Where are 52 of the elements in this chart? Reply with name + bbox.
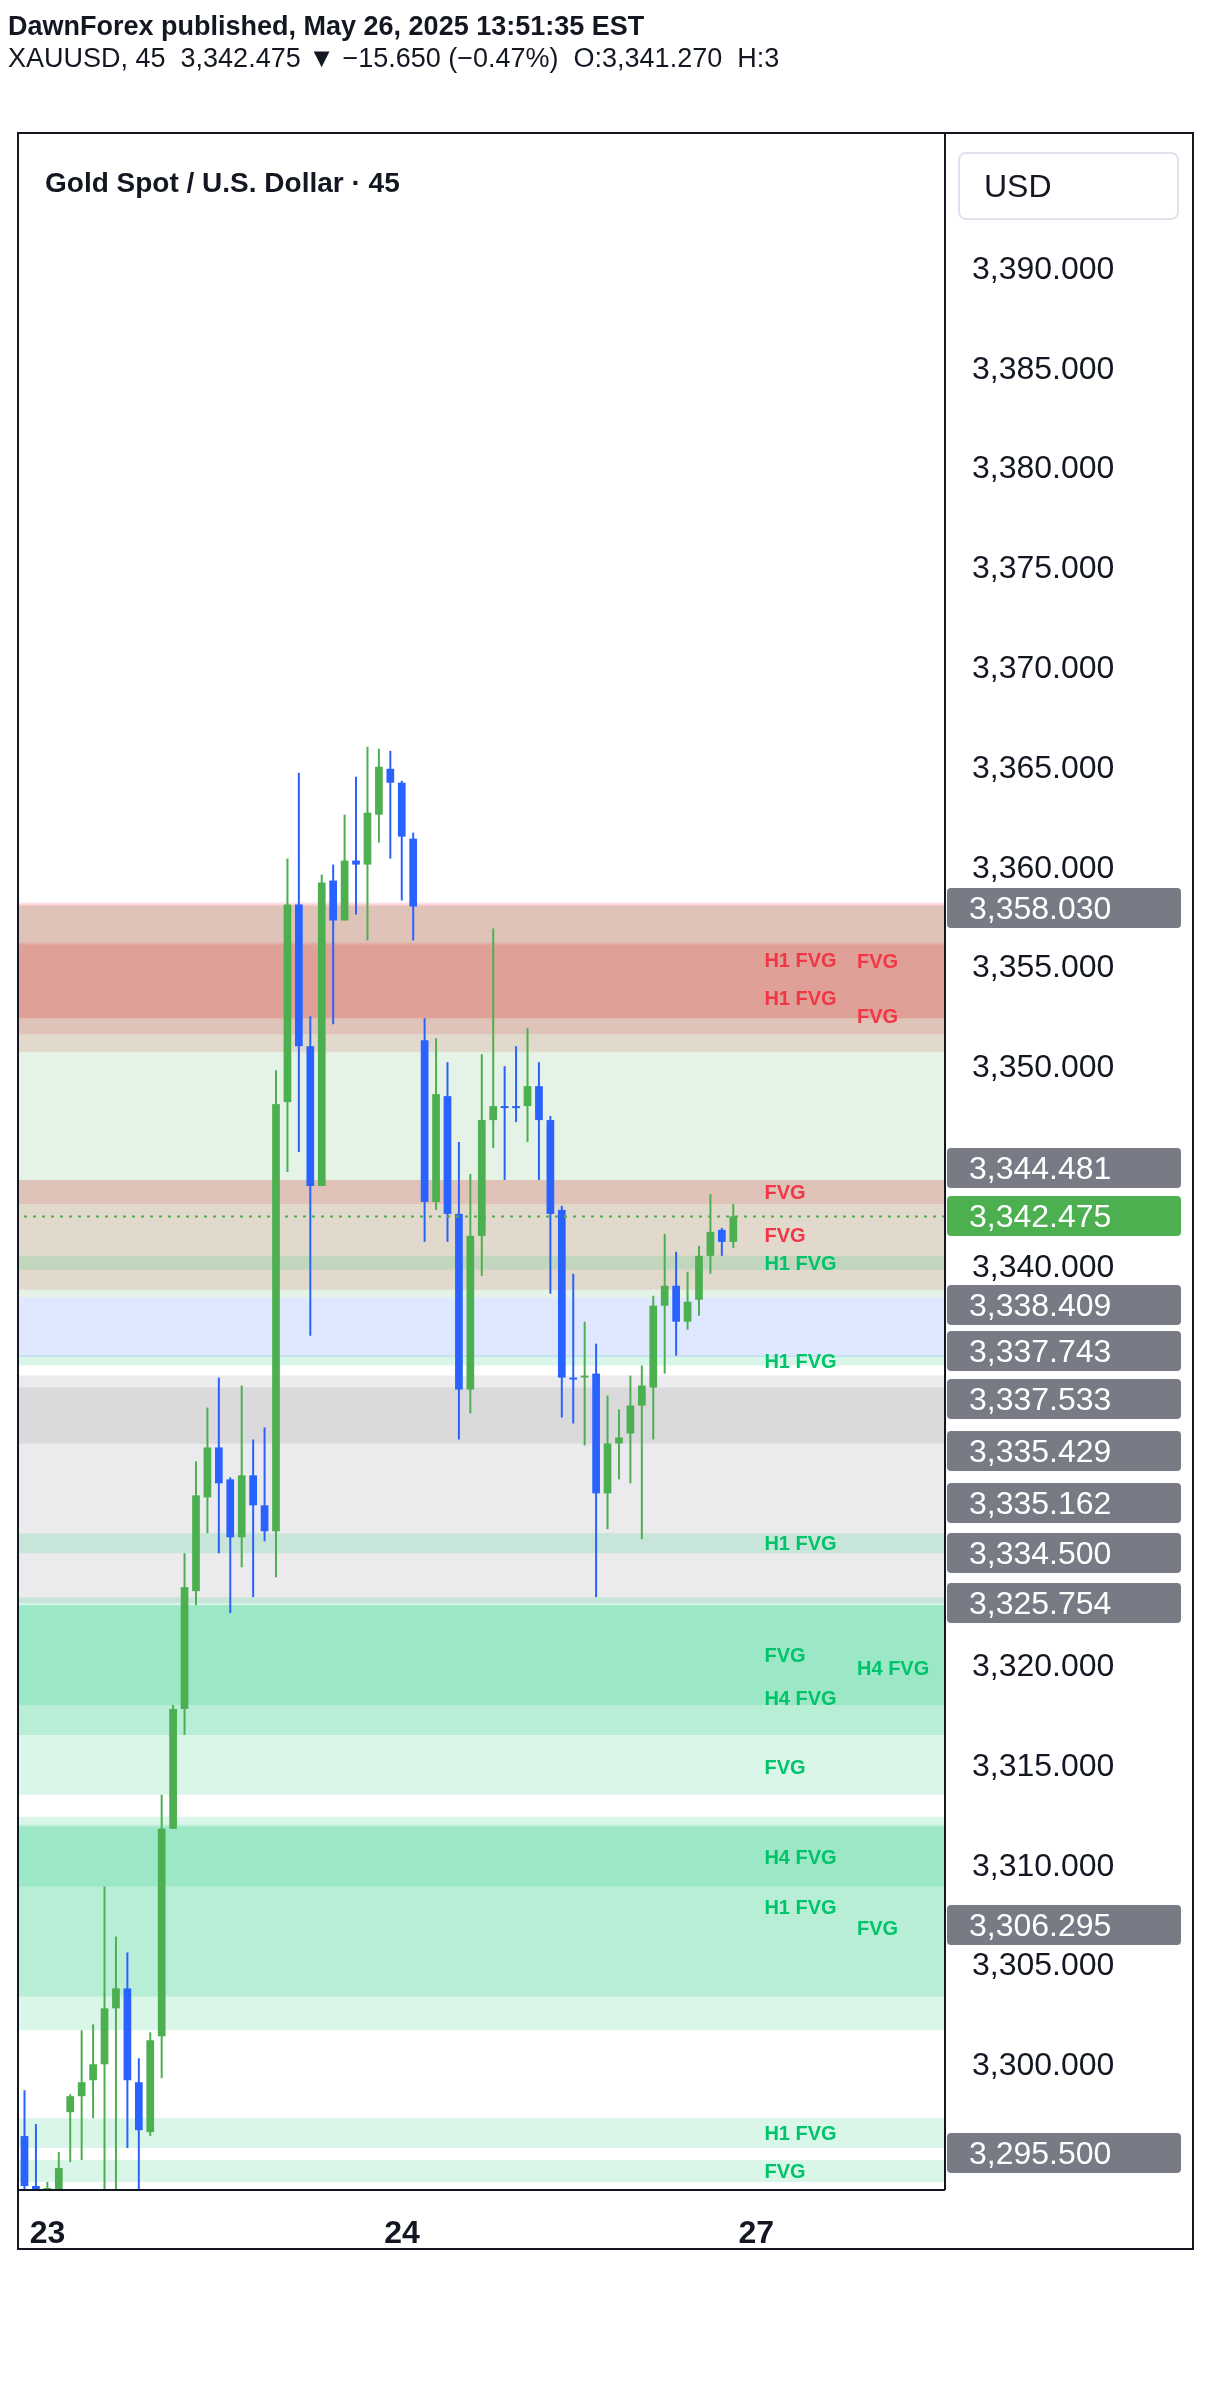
text: 3,337.533	[947, 1379, 1181, 1420]
text: XAUUSD, 45 3,342.475 ▼ −15.650 (−0.47%) O:3,341.270 H:3	[8, 42, 780, 75]
band-label: H1 FVG	[764, 986, 837, 1011]
band-label: FVG	[857, 1915, 899, 1940]
y-tick-label: 3,360.000	[972, 848, 1115, 885]
x-tick-label: 23	[29, 2214, 66, 2250]
y-tick-label: 3,365.000	[972, 748, 1115, 785]
y-tick-label: 3,305.000	[972, 1946, 1115, 1983]
band-label: H1 FVG	[764, 2121, 837, 2146]
band-label: FVG	[764, 1222, 806, 1247]
text: 3,338.409	[947, 1284, 1181, 1325]
chart-subtitle: DawnForex published, May 26, 2025 13:51:35 EST	[8, 10, 645, 43]
text: 3,325.754	[947, 1582, 1181, 1623]
text: 3,335.162	[947, 1482, 1181, 1523]
y-tick-label: 3,380.000	[972, 449, 1115, 486]
band-label: H4 FVG	[857, 1656, 930, 1680]
band-label: FVG	[764, 1179, 806, 1204]
y-tick-label: 3,310.000	[972, 1846, 1115, 1883]
text: Gold Spot / U.S. Dollar · 45	[45, 166, 400, 200]
band-label: H1 FVG	[764, 948, 837, 973]
y-tick-label: 3,370.000	[972, 648, 1115, 685]
y-axis-title: USD	[958, 152, 1179, 220]
y-tick-label: 3,340.000	[972, 1247, 1115, 1284]
band-label: H4 FVG	[764, 1686, 837, 1710]
band-label: FVG	[764, 1643, 806, 1668]
band-label: H1 FVG	[764, 1348, 837, 1373]
text: 3,295.500	[947, 2133, 1181, 2174]
text: 3,337.743	[947, 1330, 1181, 1371]
y-tick-label: 3,320.000	[972, 1647, 1115, 1684]
band-label: FVG	[857, 1004, 899, 1029]
band-label: H1 FVG	[764, 1250, 837, 1275]
band-label: H4 FVG	[764, 1844, 837, 1869]
text: 3,334.500	[947, 1532, 1181, 1573]
x-tick-label: 27	[738, 2214, 775, 2250]
text: 3,358.030	[947, 887, 1181, 928]
band-label: FVG	[764, 2159, 806, 2184]
ref-line-label: 3,342.475	[947, 1196, 1181, 1237]
text: 3,335.429	[947, 1430, 1181, 1471]
band-label: FVG	[857, 949, 899, 974]
text: 3,306.295	[947, 1905, 1181, 1946]
band-label: FVG	[764, 1754, 806, 1779]
x-tick-label: 24	[384, 2214, 420, 2250]
y-tick-label: 3,375.000	[972, 549, 1115, 586]
band-label: H1 FVG	[764, 1894, 837, 1919]
y-tick-label: 3,355.000	[972, 948, 1115, 985]
y-tick-label: 3,385.000	[972, 349, 1115, 386]
y-tick-label: 3,350.000	[972, 1048, 1115, 1085]
y-tick-label: 3,315.000	[972, 1746, 1115, 1783]
text: 3,344.481	[947, 1147, 1181, 1188]
y-tick-label: 3,390.000	[972, 249, 1115, 286]
y-tick-label: 3,300.000	[972, 2046, 1115, 2083]
band-label: H1 FVG	[764, 1531, 837, 1556]
